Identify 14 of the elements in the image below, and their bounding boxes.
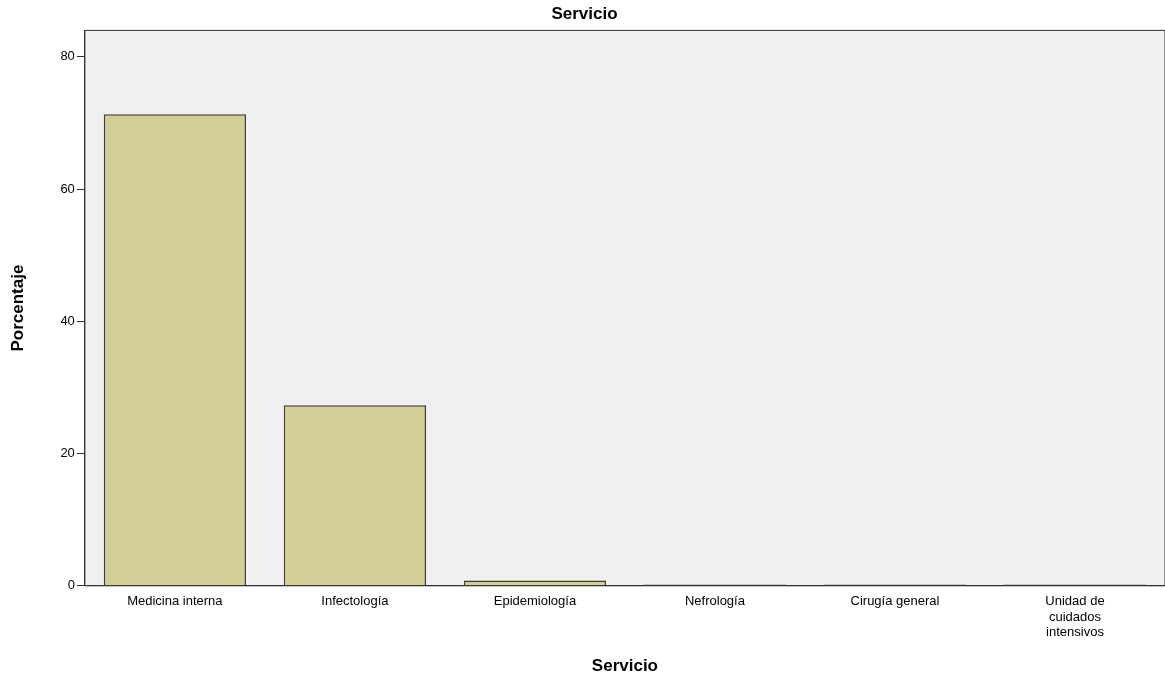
x-tick-label: Epidemiología bbox=[493, 593, 577, 609]
x-tick-label: Unidad de cuidados intensivos bbox=[1045, 593, 1105, 640]
y-tick-label: 40 bbox=[60, 312, 75, 328]
y-axis-title: Porcentaje bbox=[7, 264, 27, 352]
y-tick-label: 0 bbox=[67, 577, 75, 593]
y-tick-label: 20 bbox=[60, 445, 75, 461]
y-tick-label: 60 bbox=[60, 180, 75, 196]
x-tick-label: Medicina interna bbox=[127, 593, 224, 609]
x-tick-label: Nefrología bbox=[684, 593, 746, 609]
x-tick-label: Cirugía general bbox=[850, 593, 940, 609]
x-axis-title: Servicio bbox=[591, 656, 659, 676]
y-tick-label: 80 bbox=[60, 48, 75, 64]
x-tick-label: Infectología bbox=[321, 593, 390, 609]
chart-title: Servicio bbox=[551, 3, 618, 23]
